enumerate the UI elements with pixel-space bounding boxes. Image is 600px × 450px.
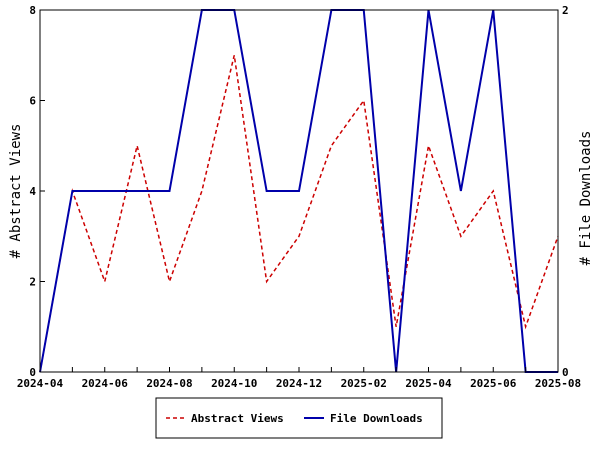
plot-area <box>39 9 559 373</box>
x-tick-label: 2024-08 <box>146 377 192 390</box>
x-tick-label: 2024-12 <box>276 377 322 390</box>
legend: Abstract Views File Downloads <box>155 397 443 439</box>
legend-box <box>155 397 443 439</box>
x-tick-label: 2025-02 <box>341 377 387 390</box>
x-tick-label: 2024-04 <box>17 377 64 390</box>
axes: 2024-04 2024-06 2024-08 2024-10 2024-12 2025-… <box>17 4 581 390</box>
y-left-tick-label: 2 <box>29 276 36 289</box>
y-axis-right-title: # File Downloads <box>578 131 594 266</box>
y-left-tick-label: 4 <box>29 185 36 198</box>
legend-label-file-downloads: File Downloads <box>330 412 423 425</box>
x-tick-label: 2024-06 <box>82 377 129 390</box>
legend-label-abstract-views: Abstract Views <box>191 412 284 425</box>
series-line-file-downloads <box>39 9 558 373</box>
x-tick-label: 2025-08 <box>535 377 581 390</box>
y-axis-left-title: # Abstract Views <box>8 124 24 259</box>
y-left-tick-label: 6 <box>29 95 36 108</box>
x-tick-label: 2025-04 <box>405 377 452 390</box>
x-tick-label: 2024-10 <box>211 377 257 390</box>
y-right-tick-label: 2 <box>562 4 569 17</box>
y-left-tick-label: 0 <box>29 366 36 379</box>
x-tick-label: 2025-06 <box>470 377 517 390</box>
y-right-tick-label: 0 <box>562 366 569 379</box>
series-line-abstract-views <box>39 55 559 373</box>
y-left-tick-label: 8 <box>29 4 36 17</box>
